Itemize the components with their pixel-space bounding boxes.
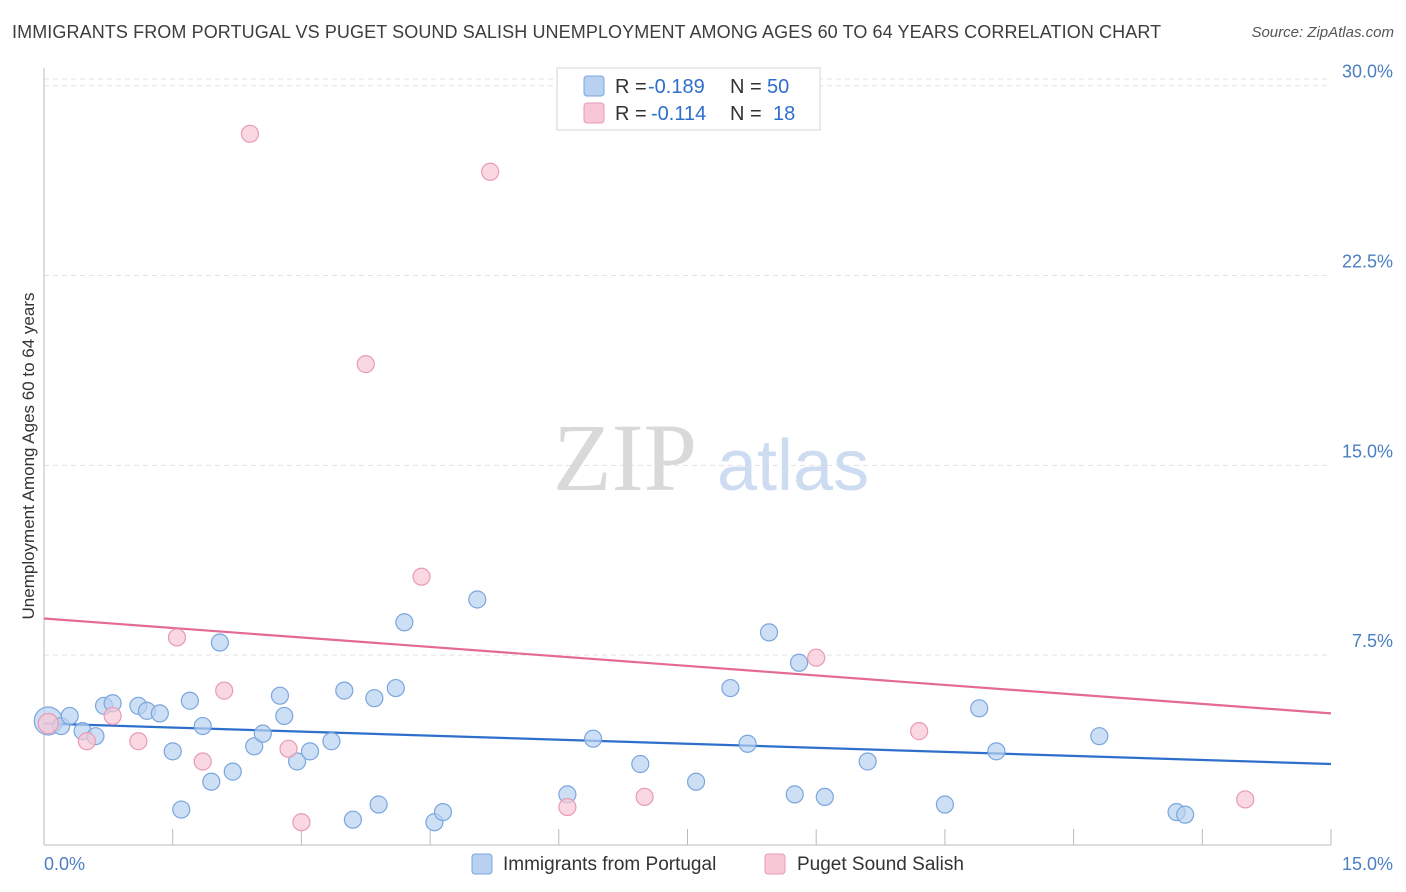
- series-puget-sound-salish: [37, 124, 1255, 832]
- point-portugal-13: [193, 716, 212, 736]
- point-portugal-47: [1090, 727, 1109, 746]
- legend-swatch-pink: [583, 102, 605, 124]
- point-portugal-9: [150, 704, 169, 723]
- point-salish-12: [481, 162, 500, 181]
- watermark: ZIP atlas: [553, 404, 869, 511]
- point-portugal-20: [275, 706, 294, 726]
- point-salish-0: [37, 712, 59, 735]
- point-portugal-44: [935, 795, 955, 814]
- point-portugal-42: [815, 787, 834, 807]
- y-tick-labels: 7.5% 15.0% 22.5% 30.0%: [1342, 62, 1393, 651]
- x-tick-label-min: 0.0%: [44, 854, 85, 874]
- point-salish-10: [356, 355, 375, 374]
- point-portugal-31: [433, 802, 453, 822]
- point-portugal-32: [468, 590, 487, 609]
- point-salish-8: [279, 739, 298, 758]
- point-portugal-17: [245, 737, 264, 756]
- point-salish-4: [167, 628, 187, 647]
- point-portugal-19: [270, 686, 290, 705]
- point-portugal-35: [631, 754, 650, 774]
- point-salish-9: [292, 813, 311, 832]
- point-salish-2: [103, 706, 122, 726]
- watermark-zip: ZIP: [553, 404, 697, 511]
- trend-lines: [43, 617, 1332, 766]
- point-salish-13: [558, 797, 577, 817]
- point-salish-5: [193, 752, 212, 771]
- legend-r-value-2: -0.114: [651, 103, 706, 125]
- point-portugal-22: [300, 742, 320, 761]
- y-tick-label-3: 30.0%: [1342, 62, 1393, 82]
- legend-r-label-1: R =: [615, 76, 647, 98]
- bottom-legend-swatch-blue: [471, 853, 493, 875]
- point-portugal-18: [253, 724, 272, 743]
- point-portugal-11: [172, 800, 191, 819]
- point-salish-17: [1236, 790, 1255, 809]
- point-portugal-49: [1176, 805, 1195, 824]
- x-tick-marks: [172, 829, 1332, 845]
- bottom-legend-label-1: Immigrants from Portugal: [503, 854, 716, 875]
- point-portugal-10: [163, 742, 182, 761]
- point-portugal-14: [202, 772, 221, 791]
- point-portugal-28: [386, 678, 405, 698]
- point-portugal-43: [858, 752, 877, 771]
- point-portugal-29: [395, 613, 414, 632]
- point-salish-3: [129, 732, 148, 751]
- point-portugal-2: [60, 706, 79, 726]
- series-legend: Immigrants from Portugal Puget Sound Sal…: [471, 853, 964, 875]
- point-portugal-36: [686, 772, 706, 791]
- legend-n-value-2: 18: [773, 103, 795, 125]
- point-portugal-12: [180, 691, 199, 710]
- legend-n-label-2: N =: [730, 103, 762, 125]
- legend-swatch-blue: [583, 75, 605, 97]
- legend-r-label-2: R =: [615, 103, 647, 125]
- point-portugal-21: [288, 752, 307, 771]
- point-salish-15: [807, 648, 826, 667]
- point-portugal-34: [584, 729, 603, 748]
- bottom-legend-swatch-pink: [764, 853, 786, 875]
- legend-n-label-1: N =: [730, 76, 762, 98]
- point-salish-11: [412, 567, 431, 586]
- grid-lines: [44, 78, 1331, 656]
- trend-line-portugal: [43, 722, 1332, 766]
- legend-n-value-1: 50: [767, 76, 789, 98]
- point-portugal-24: [335, 681, 354, 700]
- point-portugal-40: [785, 785, 804, 804]
- point-portugal-38: [738, 734, 757, 753]
- bottom-legend-label-2: Puget Sound Salish: [797, 854, 964, 875]
- point-portugal-45: [970, 699, 989, 718]
- y-tick-label-0: 7.5%: [1352, 631, 1393, 651]
- y-axis-label: Unemployment Among Ages 60 to 64 years: [19, 293, 38, 620]
- legend-r-value-1: -0.189: [648, 76, 705, 98]
- point-portugal-41: [789, 653, 809, 672]
- point-portugal-16: [223, 762, 242, 781]
- point-salish-14: [635, 787, 654, 807]
- watermark-atlas: atlas: [717, 426, 869, 506]
- y-tick-label-2: 22.5%: [1342, 252, 1393, 272]
- point-portugal-39: [759, 623, 779, 642]
- point-portugal-46: [987, 742, 1006, 761]
- point-portugal-23: [322, 732, 341, 751]
- point-portugal-15: [210, 633, 229, 652]
- source-credit: Source: ZipAtlas.com: [1251, 24, 1394, 41]
- chart-title: IMMIGRANTS FROM PORTUGAL VS PUGET SOUND …: [12, 22, 1162, 42]
- point-portugal-37: [721, 678, 740, 698]
- point-salish-6: [215, 681, 234, 700]
- point-portugal-26: [365, 689, 384, 708]
- point-portugal-25: [343, 810, 362, 829]
- series-immigrants-from-portugal: [33, 590, 1195, 832]
- point-salish-16: [910, 722, 929, 741]
- point-salish-7: [240, 124, 260, 143]
- point-salish-1: [77, 732, 97, 751]
- stats-legend: R = -0.189 N = 50 R = -0.114 N = 18: [556, 67, 821, 131]
- x-tick-label-max: 15.0%: [1342, 854, 1393, 874]
- point-portugal-27: [369, 795, 388, 814]
- y-tick-label-1: 15.0%: [1342, 441, 1393, 461]
- trend-line-salish: [43, 617, 1332, 715]
